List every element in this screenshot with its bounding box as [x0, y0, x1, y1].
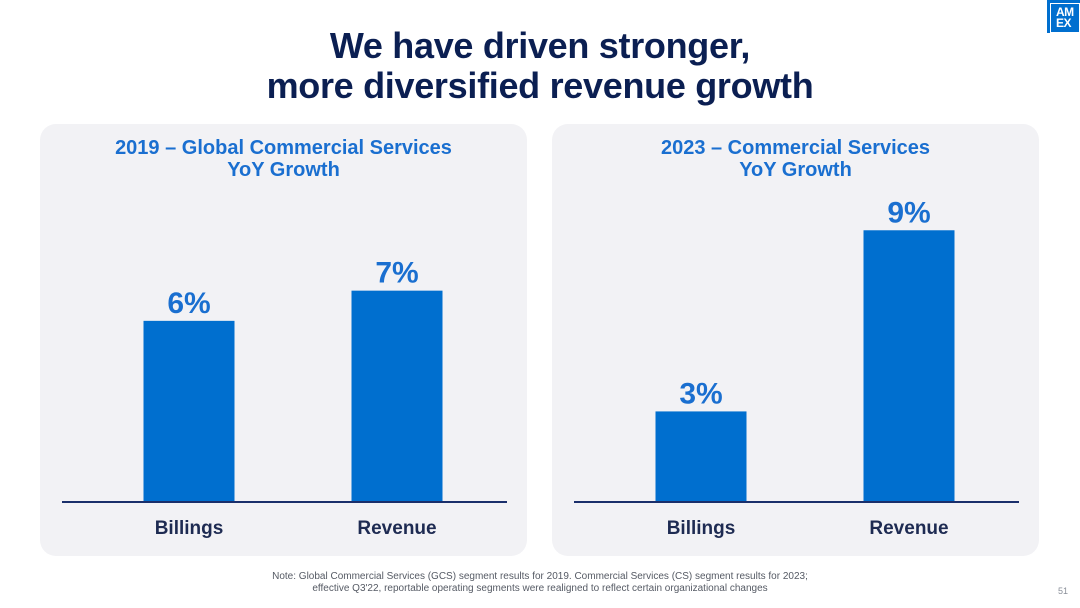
chart-title-2019: 2019 – Global Commercial Services YoY Gr… — [40, 137, 527, 181]
chart-title-2023: 2023 – Commercial Services YoY Growth — [552, 137, 1039, 181]
footnote-line-2: effective Q3'22, reportable operating se… — [312, 583, 768, 594]
data-label-billings: 6% — [167, 287, 210, 320]
bar-revenue — [351, 290, 443, 502]
data-label-revenue: 7% — [375, 257, 418, 290]
chart-title-2019-line-1: 2019 – Global Commercial Services — [115, 137, 452, 159]
category-label-billings: Billings — [667, 518, 736, 539]
bar-billings — [143, 320, 235, 502]
bar-chart-2023: 3% Billings 9% Revenue — [574, 196, 1019, 539]
bar-chart-2019: 6% Billings 7% Revenue — [62, 257, 507, 539]
chart-panel-2019: 2019 – Global Commercial Services YoY Gr… — [40, 124, 527, 556]
amex-logo: AM EX — [1047, 0, 1080, 33]
footnote: Note: Global Commercial Services (GCS) s… — [0, 571, 1080, 595]
chart-panel-2023: 2023 – Commercial Services YoY Growth 3%… — [552, 124, 1039, 556]
chart-title-2023-line-2: YoY Growth — [739, 159, 852, 181]
bar-billings — [655, 411, 747, 502]
category-label-revenue: Revenue — [869, 518, 948, 539]
chart-title-2019-line-2: YoY Growth — [227, 159, 340, 181]
category-label-billings: Billings — [155, 518, 224, 539]
page-number: 51 — [1058, 586, 1069, 596]
slide-title-line-2: more diversified revenue growth — [266, 65, 814, 106]
slide-title: We have driven stronger, more diversifie… — [0, 26, 1080, 106]
chart-title-2023-line-1: 2023 – Commercial Services — [660, 137, 931, 159]
bar-revenue — [863, 230, 955, 502]
amex-logo-text-line-1: AM — [1056, 5, 1074, 19]
amex-logo-text-line-2: EX — [1056, 16, 1072, 30]
category-label-revenue: Revenue — [357, 518, 436, 539]
slide-title-line-1: We have driven stronger, — [329, 25, 751, 66]
footnote-line-1: Note: Global Commercial Services (GCS) s… — [272, 571, 808, 582]
data-label-billings: 3% — [679, 377, 722, 410]
data-label-revenue: 9% — [887, 196, 930, 229]
